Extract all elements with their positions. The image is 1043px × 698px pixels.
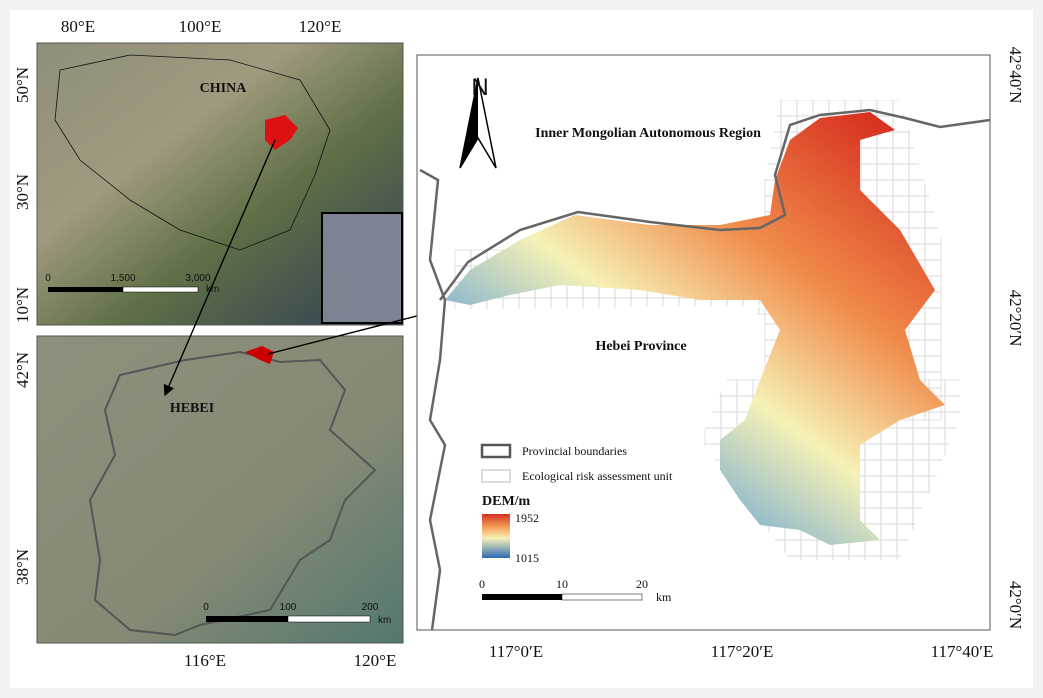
provincial-boundary	[419, 168, 447, 631]
scale-label: 200	[362, 602, 379, 613]
lon-label: 80°E	[61, 17, 95, 36]
lon-label: 120°E	[299, 17, 342, 36]
study-area-hebei	[245, 346, 274, 364]
lat-label: 42°40′N	[1006, 47, 1025, 104]
lat-label: 38°N	[13, 549, 32, 585]
study-area-overview	[265, 115, 298, 150]
lon-label: 117°0′E	[489, 642, 543, 661]
map-label: HEBEI	[170, 401, 214, 416]
scale-bar	[48, 287, 123, 292]
scale-label: 100	[280, 602, 297, 613]
dem-surface	[445, 112, 945, 545]
scale-bar	[287, 615, 371, 623]
lat-label: 42°20′N	[1006, 290, 1025, 347]
scale-label: 10	[556, 577, 568, 591]
inset-map	[321, 212, 403, 324]
lat-label: 42°N	[13, 352, 32, 388]
arrow	[163, 139, 276, 397]
lon-label: 117°20′E	[711, 642, 774, 661]
legend-label: Ecological risk assessment unit	[522, 469, 673, 483]
grid-cell	[848, 555, 866, 560]
lat-label: 42°0′N	[1006, 581, 1025, 629]
lon-label: 100°E	[179, 17, 222, 36]
region-label: Hebei Province	[595, 339, 686, 354]
north-arrow	[460, 78, 478, 168]
map-label: CHINA	[200, 81, 248, 96]
north-label: N	[471, 74, 488, 101]
grid-cell	[816, 555, 834, 560]
region-label: Inner Mongolian Autonomous Region	[535, 126, 761, 141]
grid-cell	[832, 555, 850, 560]
scale-label: 20	[636, 577, 648, 591]
scale-label: 0	[203, 602, 209, 613]
grid-cell	[800, 555, 818, 560]
scale-label: 1,500	[110, 273, 135, 284]
dem-min: 1015	[515, 551, 539, 565]
legend-label: Provincial boundaries	[522, 444, 627, 458]
scale-unit: km	[378, 615, 391, 626]
lat-label: 10°N	[13, 287, 32, 323]
scale-bar	[206, 616, 288, 622]
lon-label: 120°E	[354, 651, 397, 670]
scale-bar	[122, 286, 199, 293]
grid-cell	[784, 555, 802, 560]
dem-colorbar	[482, 514, 510, 558]
grid-cell	[880, 555, 898, 560]
lat-label: 50°N	[13, 67, 32, 103]
lat-label: 30°N	[13, 174, 32, 210]
scale-bar	[482, 594, 562, 600]
grid-cell	[864, 555, 882, 560]
china-outline	[54, 54, 331, 251]
legend-swatch	[481, 469, 511, 483]
provincial-boundary	[438, 108, 991, 301]
scale-label: 0	[479, 577, 485, 591]
scale-bar	[561, 593, 643, 601]
scale-label: 0	[45, 273, 51, 284]
scale-label: 3,000	[185, 273, 210, 284]
hebei-outline	[88, 350, 377, 637]
scale-unit: km	[656, 590, 672, 604]
legend-swatch	[480, 443, 512, 459]
legend-title: DEM/m	[482, 494, 531, 509]
lon-label: 117°40′E	[931, 642, 994, 661]
hebei-map	[36, 335, 404, 644]
scale-unit: km	[206, 284, 219, 295]
lon-label: 116°E	[184, 651, 226, 670]
dem-max: 1952	[515, 511, 539, 525]
